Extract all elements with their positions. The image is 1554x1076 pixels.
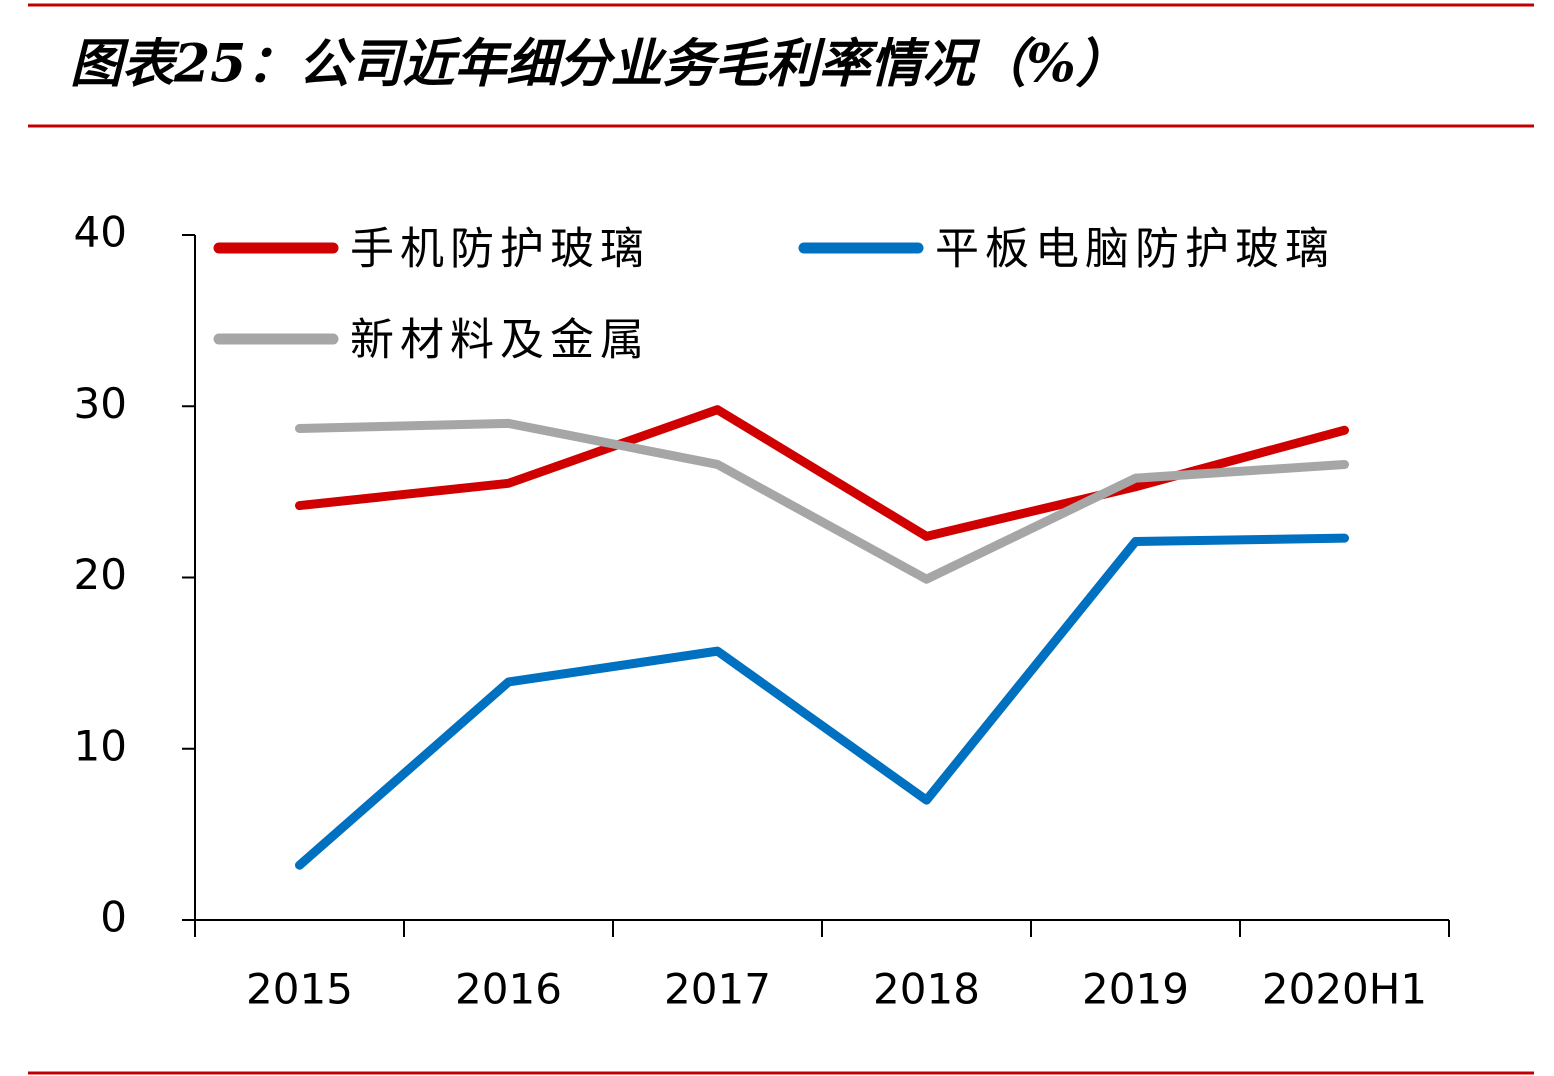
x-tick-label: 2019	[1082, 965, 1189, 1014]
legend-label: 平板电脑防护玻璃	[935, 224, 1335, 275]
y-tick-label: 30	[74, 379, 127, 428]
y-tick-label: 10	[74, 721, 127, 770]
legend-label: 新材料及金属	[350, 315, 650, 366]
y-tick-label: 0	[100, 893, 127, 942]
x-tick-label: 2015	[246, 965, 353, 1014]
x-tick-label: 2020H1	[1262, 965, 1427, 1014]
chart-title: 图表25：公司近年细分业务毛利率情况（%）	[70, 34, 1128, 95]
series-line	[295, 533, 1349, 870]
x-tick-label: 2018	[873, 965, 980, 1014]
x-tick-label: 2017	[664, 965, 771, 1014]
legend-label: 手机防护玻璃	[350, 224, 650, 275]
y-tick-label: 20	[74, 550, 127, 599]
y-tick-label: 40	[74, 208, 127, 257]
x-tick-label: 2016	[455, 965, 562, 1014]
series-line	[295, 418, 1349, 584]
